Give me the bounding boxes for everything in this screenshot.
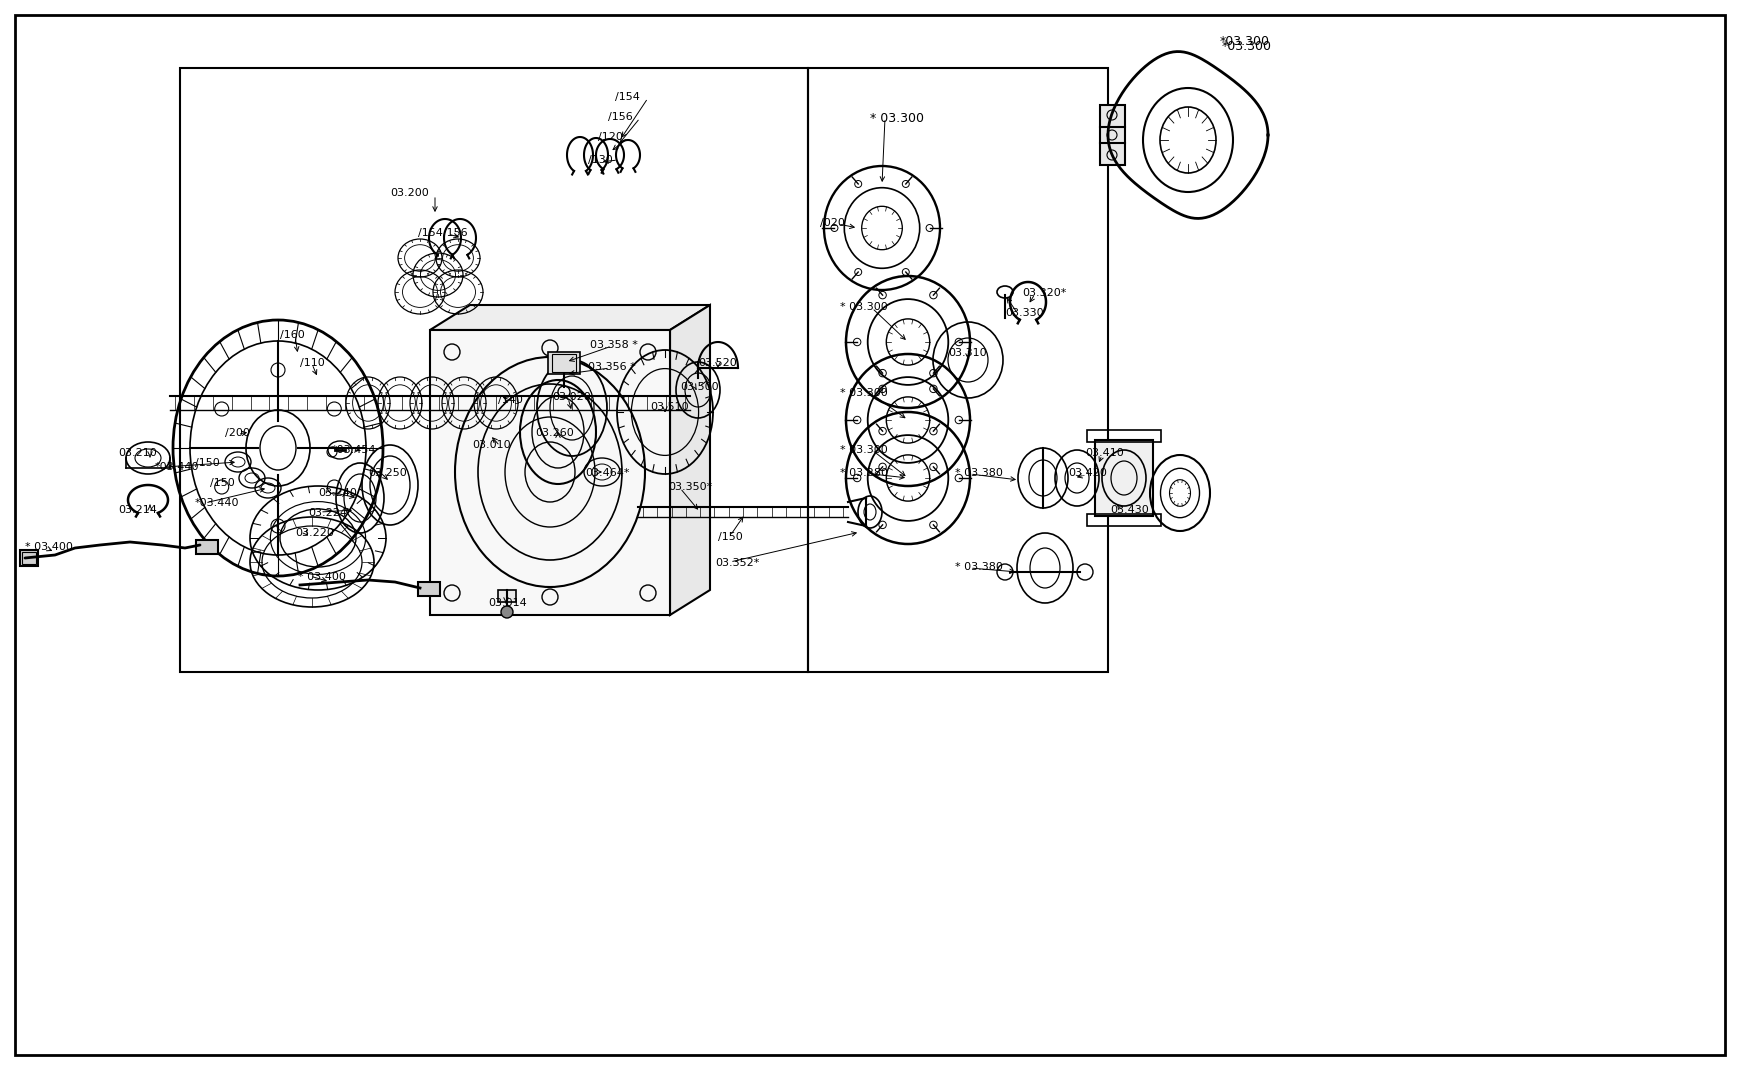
Circle shape (501, 606, 513, 618)
Text: 03.220: 03.220 (296, 528, 334, 538)
Text: 03.420: 03.420 (1068, 468, 1106, 478)
Text: * 03.300: * 03.300 (870, 112, 923, 125)
Text: 03.020: 03.020 (551, 392, 591, 402)
Text: 03.320*: 03.320* (1021, 288, 1066, 299)
Text: *03.300: *03.300 (1219, 35, 1269, 48)
Bar (1099, 105, 1125, 165)
Bar (551, 354, 576, 372)
Text: 03.214: 03.214 (118, 505, 157, 515)
Text: * 03.400: * 03.400 (297, 572, 346, 582)
Text: 03.350*: 03.350* (668, 482, 711, 492)
Text: * 03.400: * 03.400 (24, 542, 73, 552)
Text: /110: /110 (299, 358, 325, 368)
Text: 03.010: 03.010 (471, 440, 510, 450)
Polygon shape (670, 305, 710, 615)
Bar (548, 352, 579, 374)
Bar (179, 68, 807, 672)
Text: /130: /130 (588, 155, 612, 165)
Text: /150: /150 (718, 532, 743, 542)
Text: * 03.300: * 03.300 (840, 445, 887, 455)
Text: 03.356 *: 03.356 * (588, 362, 635, 372)
Text: 03.014: 03.014 (487, 598, 527, 608)
Text: 03.464*: 03.464* (584, 468, 630, 478)
Text: 03.430: 03.430 (1109, 505, 1148, 515)
Bar (417, 582, 440, 596)
Bar (807, 68, 1108, 672)
Text: 03.224: 03.224 (308, 508, 346, 518)
Text: 03.210: 03.210 (118, 448, 157, 458)
Text: /140: /140 (497, 395, 523, 406)
Bar (1087, 430, 1160, 442)
Text: /020: /020 (819, 218, 845, 228)
Bar (497, 590, 516, 602)
Bar (197, 540, 217, 554)
Text: 03.260: 03.260 (534, 428, 574, 438)
Text: * 03.300: * 03.300 (840, 388, 887, 398)
Text: 03.250: 03.250 (367, 468, 407, 478)
Text: 03.330: 03.330 (1005, 308, 1043, 318)
Bar (430, 330, 670, 615)
Text: *03.454: *03.454 (332, 445, 376, 455)
Text: /120: /120 (598, 132, 623, 142)
Text: /160: /160 (280, 330, 304, 340)
Text: 03.500: 03.500 (680, 382, 718, 392)
Text: /154/156: /154/156 (417, 228, 468, 238)
Bar (1094, 440, 1153, 516)
Polygon shape (430, 305, 710, 330)
Text: * 03.300: * 03.300 (840, 302, 887, 312)
Text: 03.240: 03.240 (318, 488, 356, 498)
Text: /154: /154 (614, 92, 640, 102)
Bar (19, 550, 38, 566)
Bar (1087, 514, 1160, 526)
Text: /150: /150 (195, 458, 219, 468)
Text: 03.352*: 03.352* (715, 557, 758, 568)
Text: 03.358 *: 03.358 * (590, 340, 638, 350)
Text: * 03.280: * 03.280 (840, 468, 887, 478)
Text: * 03.380: * 03.380 (955, 562, 1002, 572)
Text: 03.200: 03.200 (390, 188, 428, 198)
Text: 03.410: 03.410 (1085, 448, 1123, 458)
Text: 03.520: 03.520 (697, 358, 736, 368)
Text: *03.440: *03.440 (195, 498, 240, 508)
Text: * 03.380: * 03.380 (955, 468, 1002, 478)
Text: /156: /156 (607, 112, 633, 122)
Text: *03.440: *03.440 (155, 462, 200, 472)
Bar (23, 552, 37, 564)
Text: 03.510: 03.510 (650, 402, 689, 412)
Text: /150: /150 (210, 478, 235, 488)
Text: /200: /200 (224, 428, 250, 438)
Text: *03.300: *03.300 (1221, 40, 1271, 54)
Text: 03.310: 03.310 (948, 348, 986, 358)
